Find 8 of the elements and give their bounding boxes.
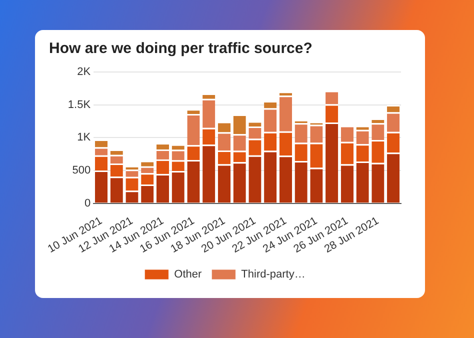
y-tick-label: 1K [77,132,92,144]
legend-label: Other [174,268,202,281]
y-tick-label: 2K [77,66,92,78]
legend-label: Third-party… [241,268,306,281]
y-tick-label: 1.5K [68,98,92,111]
chart-title: How are we doing per traffic source? [49,40,312,58]
y-tick-label: 500 [72,164,91,176]
y-tick-label: 0 [84,197,91,210]
